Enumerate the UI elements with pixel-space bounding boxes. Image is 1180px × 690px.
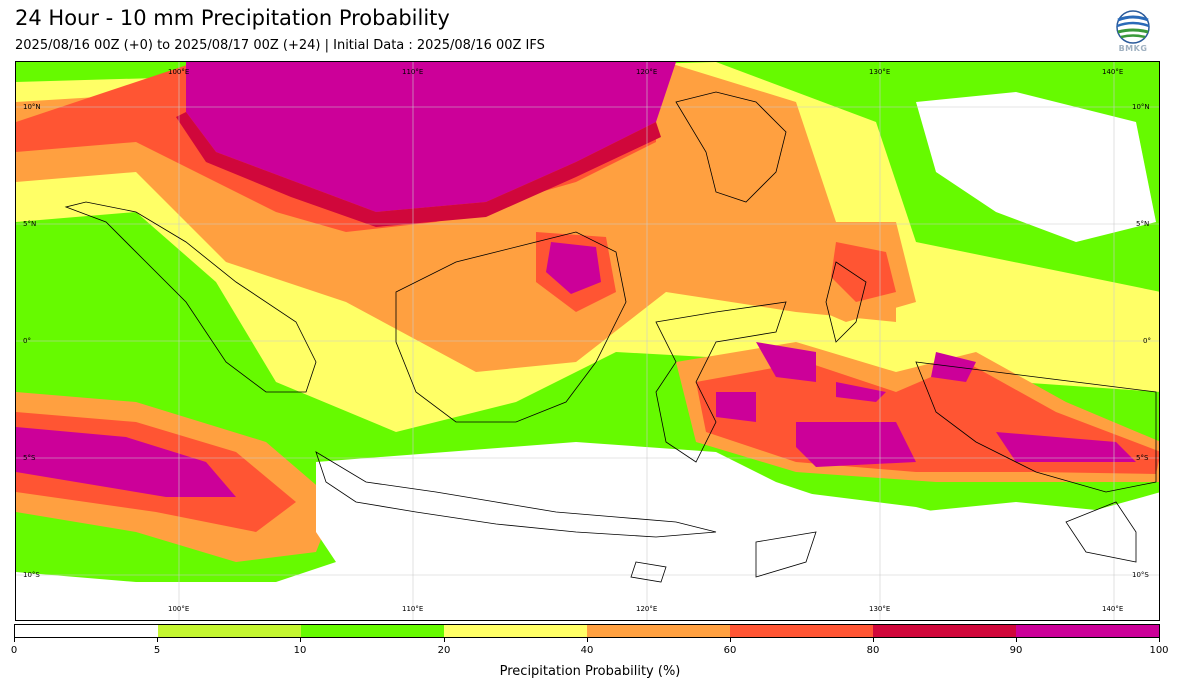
colorbar-tick xyxy=(14,638,15,642)
colorbar-tick-label: 0 xyxy=(10,645,18,656)
colorbar-tick-label: 10 xyxy=(293,645,307,656)
lat-label-left: 10°S xyxy=(23,571,40,579)
lon-label-top: 140°E xyxy=(1102,68,1124,76)
colorbar-segment xyxy=(587,625,730,637)
lat-label-right: 5°N xyxy=(1136,220,1150,228)
lat-label-left: 10°N xyxy=(23,103,41,111)
colorbar-tick xyxy=(587,638,588,642)
precipitation-map[interactable]: 100°E 110°E 120°E 130°E 140°E 100°E 110°… xyxy=(15,61,1160,621)
lat-label-right: 0° xyxy=(1143,337,1151,345)
lon-label-bottom: 120°E xyxy=(636,605,658,613)
colorbar-segment xyxy=(444,625,587,637)
colorbar-tick xyxy=(157,638,158,642)
colorbar-tick xyxy=(444,638,445,642)
lon-label-bottom: 100°E xyxy=(168,605,190,613)
lat-label-right: 10°N xyxy=(1132,103,1150,111)
colorbar-tick-label: 60 xyxy=(723,645,737,656)
lon-label-top: 110°E xyxy=(402,68,424,76)
colorbar-segment xyxy=(1016,625,1159,637)
colorbar-tick-label: 90 xyxy=(1009,645,1023,656)
colorbar-tick xyxy=(1159,638,1160,642)
map-canvas xyxy=(16,62,1159,620)
globe-icon xyxy=(1116,10,1150,44)
logo-text: BMKG xyxy=(1118,44,1148,53)
colorbar-tick xyxy=(730,638,731,642)
lat-label-right: 5°S xyxy=(1136,454,1149,462)
graticule xyxy=(16,62,1159,620)
colorbar-tick-label: 80 xyxy=(866,645,880,656)
colorbar-tick-label: 5 xyxy=(153,645,161,656)
colorbar-tick xyxy=(1016,638,1017,642)
colorbar-segment xyxy=(730,625,873,637)
colorbar-segment xyxy=(301,625,444,637)
colorbar-segment xyxy=(873,625,1016,637)
lat-label-left: 0° xyxy=(23,337,31,345)
lon-label-bottom: 140°E xyxy=(1102,605,1124,613)
colorbar-segment xyxy=(15,625,158,637)
colorbar-tick-label: 40 xyxy=(580,645,594,656)
colorbar-tick-label: 100 xyxy=(1149,645,1169,656)
lon-label-bottom: 130°E xyxy=(869,605,891,613)
colorbar-tick-label: 20 xyxy=(437,645,451,656)
lat-label-left: 5°N xyxy=(23,220,37,228)
coastlines xyxy=(64,91,1157,583)
colorbar-tick xyxy=(873,638,874,642)
lon-label-top: 100°E xyxy=(168,68,190,76)
lon-label-top: 130°E xyxy=(869,68,891,76)
probability-field xyxy=(16,62,1159,620)
lat-label-left: 5°S xyxy=(23,454,36,462)
bmkg-logo: BMKG xyxy=(1112,10,1154,56)
page-title: 24 Hour - 10 mm Precipitation Probabilit… xyxy=(15,6,450,30)
colorbar xyxy=(14,624,1160,638)
lon-label-top: 120°E xyxy=(636,68,658,76)
colorbar-tick xyxy=(300,638,301,642)
lat-label-right: 10°S xyxy=(1132,571,1149,579)
lon-label-bottom: 110°E xyxy=(402,605,424,613)
colorbar-title: Precipitation Probability (%) xyxy=(499,664,681,679)
colorbar-segment xyxy=(158,625,301,637)
page-subtitle: 2025/08/16 00Z (+0) to 2025/08/17 00Z (+… xyxy=(15,38,545,53)
